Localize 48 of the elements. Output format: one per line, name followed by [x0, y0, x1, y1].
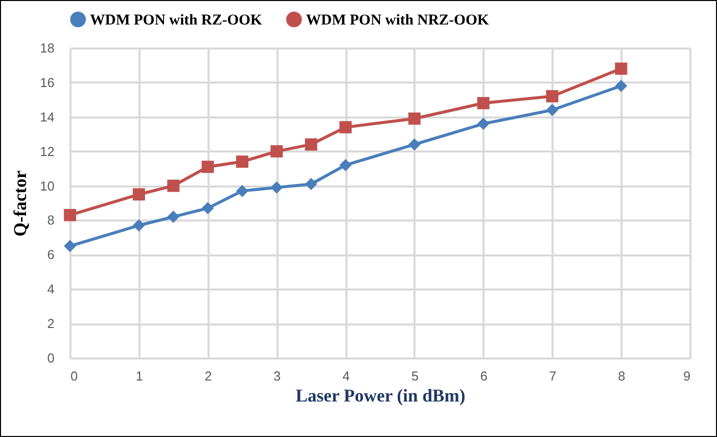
point: [270, 181, 283, 194]
y-tick-label: 16: [40, 74, 54, 90]
point: [304, 178, 318, 190]
point: [546, 104, 558, 116]
point: [546, 90, 558, 102]
point: [202, 160, 214, 173]
point: [477, 96, 490, 110]
point: [64, 208, 76, 222]
y-tick-label: 18: [40, 40, 54, 56]
point: [408, 138, 421, 151]
y-tick-label: 14: [40, 109, 54, 124]
point: [270, 145, 283, 158]
point: [202, 202, 214, 214]
y-tick-label: 6: [47, 247, 54, 262]
y-tick-label: 4: [47, 282, 54, 297]
x-tick-label: 6: [480, 368, 488, 384]
y-tick-label: 2: [47, 316, 54, 332]
y-axis-title: Q-factor: [10, 170, 30, 236]
point: [477, 118, 490, 130]
point: [339, 158, 352, 172]
point: [236, 156, 248, 168]
x-tick-label: 3: [274, 368, 281, 384]
x-tick-label: 5: [411, 368, 419, 384]
point: [236, 184, 248, 198]
y-tick-label: 0: [47, 350, 54, 366]
point: [64, 240, 76, 252]
legend-label: WDM PON with NRZ-OOK: [306, 12, 490, 28]
x-tick-label: 4: [342, 368, 350, 384]
y-tick-label: 8: [47, 212, 54, 228]
x-tick-label: 0: [70, 368, 78, 384]
x-tick-label: 9: [683, 368, 690, 384]
x-tick-label: 7: [549, 368, 556, 384]
point: [167, 180, 180, 192]
x-tick-label: 1: [136, 368, 144, 384]
point: [339, 121, 352, 134]
point: [132, 219, 146, 232]
x-tick-label: 2: [204, 368, 212, 384]
legend-label: WDM PON with RZ-OOK: [90, 12, 262, 28]
x-tick-label: 8: [618, 368, 626, 384]
point: [132, 188, 146, 201]
point: [614, 80, 628, 92]
y-tick-label: 10: [40, 178, 54, 194]
x-axis-title: Laser Power (in dBm): [296, 386, 466, 406]
point: [614, 62, 628, 75]
point: [304, 138, 318, 151]
point: [167, 210, 180, 223]
point: [408, 112, 421, 125]
y-tick-label: 12: [40, 144, 54, 159]
